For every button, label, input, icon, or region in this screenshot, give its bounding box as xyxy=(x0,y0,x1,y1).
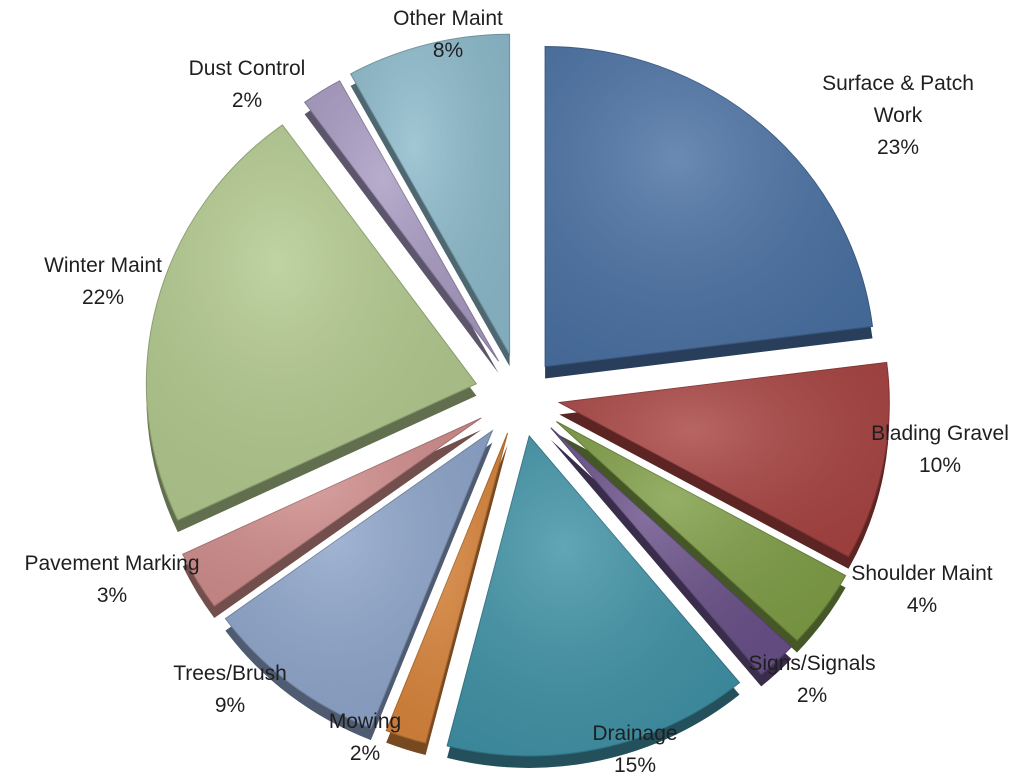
slice-name: Other Maint xyxy=(393,7,503,30)
slice-name: Trees/Brush xyxy=(173,662,287,685)
slice-name: Dust Control xyxy=(189,57,306,80)
slice-name: Signs/Signals xyxy=(748,652,875,675)
slice-percent: 23% xyxy=(877,136,919,159)
pie-slice-shine xyxy=(556,421,846,641)
slice-name: Mowing xyxy=(329,710,401,733)
slice-label: Mowing 2% xyxy=(329,710,401,765)
pie-slice-shine xyxy=(182,417,482,606)
pie-slice-shine xyxy=(550,427,792,675)
slice-name: Shoulder Maint xyxy=(851,562,992,585)
slice-percent: 15% xyxy=(614,754,656,777)
slice-name: Blading Gravel xyxy=(871,422,1009,445)
pie-slice-shine xyxy=(559,362,890,557)
slice-name: Drainage xyxy=(592,722,677,745)
slice-percent: 10% xyxy=(919,454,961,477)
pie-slice-shine xyxy=(447,436,740,756)
slice-label: Drainage 15% xyxy=(592,722,677,777)
pie-slice-shine xyxy=(350,34,510,355)
slice-name: Pavement Marking xyxy=(24,552,199,575)
pie-slice-shine xyxy=(304,80,499,362)
pie-slice-shine xyxy=(225,430,493,729)
slice-percent: 8% xyxy=(433,39,463,62)
slice-name: Surface & Patch xyxy=(822,72,974,95)
slice-name: Work xyxy=(874,104,923,127)
slice-percent: 2% xyxy=(232,89,262,112)
slice-percent: 9% xyxy=(215,694,245,717)
slice-percent: 2% xyxy=(797,684,827,707)
pie-slice-shine xyxy=(545,46,873,367)
slice-label: Pavement Marking 3% xyxy=(24,552,199,607)
slice-label: Blading Gravel 10% xyxy=(871,422,1009,477)
slice-name: Winter Maint xyxy=(44,254,162,277)
slice-label: Winter Maint 22% xyxy=(44,254,162,309)
slice-percent: 4% xyxy=(907,594,937,617)
slice-percent: 2% xyxy=(350,742,380,765)
slice-label: Shoulder Maint 4% xyxy=(851,562,992,617)
slice-label: Surface & Patch Work 23% xyxy=(822,72,974,159)
slice-label: Signs/Signals 2% xyxy=(748,652,875,707)
slice-label: Other Maint 8% xyxy=(393,7,503,62)
pie-slice-shine xyxy=(386,433,508,743)
slice-percent: 22% xyxy=(82,286,124,309)
slice-percent: 3% xyxy=(97,584,127,607)
pie-slice-shine xyxy=(146,124,477,521)
slice-label: Trees/Brush 9% xyxy=(173,662,287,717)
slice-label: Dust Control 2% xyxy=(189,57,306,112)
